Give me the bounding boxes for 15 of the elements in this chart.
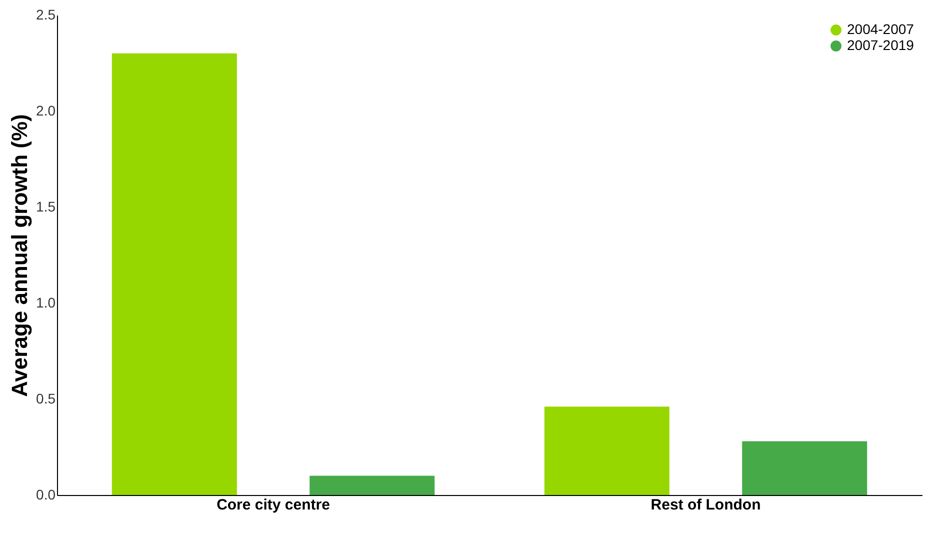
y-tick-label: 2.5 xyxy=(36,6,56,22)
bar xyxy=(544,406,670,495)
y-tick-label: 2.0 xyxy=(36,102,56,118)
y-tick-label: 0.5 xyxy=(36,390,56,406)
bar xyxy=(742,441,868,495)
legend-label: 2007-2019 xyxy=(847,37,914,53)
legend-label: 2004-2007 xyxy=(847,21,914,37)
y-tick-label: 0.0 xyxy=(36,486,56,502)
bar xyxy=(310,476,435,495)
x-tick-label: Core city centre xyxy=(216,496,330,514)
y-axis-title: Average annual growth (%) xyxy=(7,114,32,397)
y-tick-label: 1.5 xyxy=(36,198,56,214)
bar xyxy=(112,53,237,495)
y-tick-label: 1.0 xyxy=(36,294,56,310)
x-tick-label: Rest of London xyxy=(650,496,761,514)
